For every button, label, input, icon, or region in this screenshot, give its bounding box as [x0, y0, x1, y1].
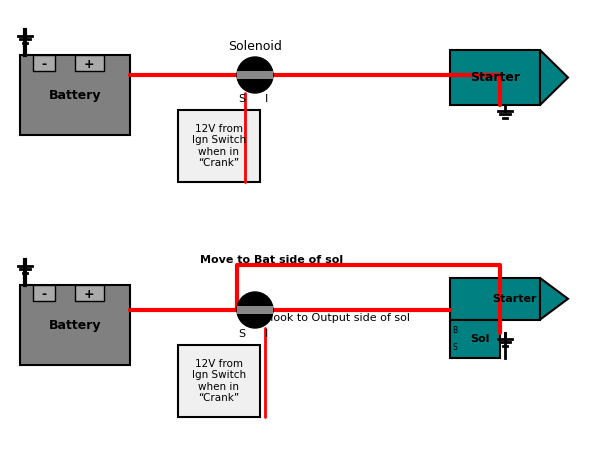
Circle shape [237, 292, 273, 328]
Text: I: I [264, 94, 268, 104]
FancyBboxPatch shape [20, 55, 130, 135]
FancyBboxPatch shape [33, 285, 55, 301]
Text: 12V from
Ign Switch
when in
“Crank”: 12V from Ign Switch when in “Crank” [192, 359, 246, 403]
Text: +: + [84, 58, 95, 71]
FancyBboxPatch shape [75, 285, 103, 301]
Text: S: S [453, 343, 457, 352]
Text: Starter: Starter [470, 71, 520, 84]
FancyBboxPatch shape [450, 319, 500, 358]
Polygon shape [540, 50, 568, 105]
Text: I: I [264, 329, 268, 339]
Text: Sol: Sol [471, 334, 490, 344]
Text: -: - [41, 288, 47, 301]
FancyBboxPatch shape [75, 55, 103, 71]
FancyBboxPatch shape [237, 306, 273, 314]
Text: B: B [452, 326, 458, 335]
FancyBboxPatch shape [33, 55, 55, 71]
FancyBboxPatch shape [237, 71, 273, 79]
Text: Battery: Battery [49, 89, 102, 101]
Polygon shape [540, 278, 568, 319]
FancyBboxPatch shape [450, 50, 540, 105]
Text: Solenoid: Solenoid [228, 41, 282, 54]
Text: Battery: Battery [49, 318, 102, 332]
FancyBboxPatch shape [178, 345, 260, 417]
Text: +: + [84, 288, 95, 301]
Text: -: - [41, 58, 47, 71]
Text: Starter: Starter [492, 294, 537, 304]
FancyBboxPatch shape [178, 110, 260, 182]
Circle shape [237, 57, 273, 93]
Text: 12V from
Ign Switch
when in
“Crank”: 12V from Ign Switch when in “Crank” [192, 124, 246, 169]
FancyBboxPatch shape [20, 285, 130, 365]
FancyBboxPatch shape [450, 278, 540, 319]
Text: S: S [238, 329, 246, 339]
Text: Hook to Output side of sol: Hook to Output side of sol [265, 313, 410, 323]
Text: Move to Bat side of sol: Move to Bat side of sol [200, 255, 343, 265]
Text: S: S [238, 94, 246, 104]
